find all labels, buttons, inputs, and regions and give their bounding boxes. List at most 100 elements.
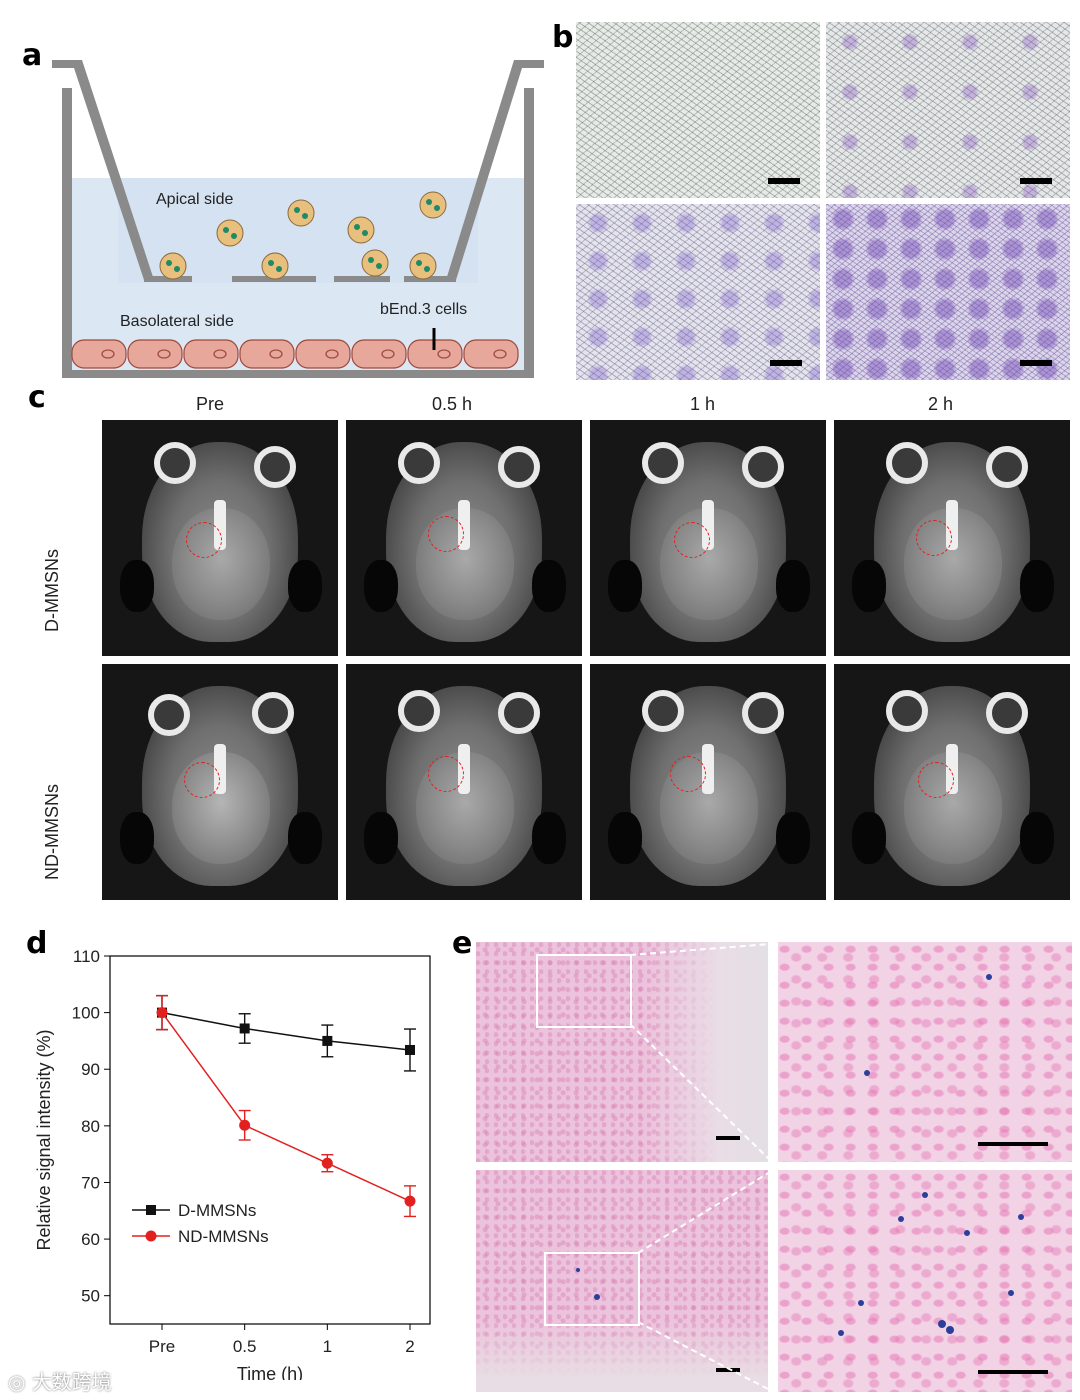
nanoparticle	[216, 219, 244, 247]
data-point	[321, 1157, 333, 1169]
tumor-roi-circle	[186, 522, 222, 558]
panel-label-e: e	[452, 926, 473, 961]
tumor-roi-circle	[674, 522, 710, 558]
nanoparticle	[361, 249, 389, 277]
nanoparticle	[159, 252, 187, 280]
panel-label-c: c	[28, 380, 46, 415]
scale-bar	[1020, 178, 1052, 184]
scale-bar	[768, 178, 800, 184]
micrograph-b1	[576, 22, 820, 198]
mri-d-mmsns-1h	[590, 420, 826, 656]
x-tick-label: 0.5	[233, 1337, 257, 1356]
data-point	[322, 1035, 333, 1046]
data-point	[239, 1023, 250, 1034]
histology-d-zoom	[778, 942, 1072, 1162]
tumor-roi-circle	[916, 520, 952, 556]
mri-d-mmsns-0-5h	[346, 420, 582, 656]
micrograph-b2	[826, 22, 1070, 198]
mri-d-mmsns-pre	[102, 420, 338, 656]
endothelial-cell	[127, 339, 183, 369]
mri-nd-mmsns-1h	[590, 664, 826, 900]
y-tick-label: 90	[81, 1060, 100, 1079]
tumor-roi-circle	[184, 762, 220, 798]
y-axis-label: Relative signal intensity (%)	[34, 1029, 54, 1250]
insert-wall-right	[446, 60, 544, 280]
y-tick-label: 110	[73, 947, 100, 966]
tumor-roi-circle	[428, 516, 464, 552]
panel-label-a: a	[22, 38, 43, 73]
panel-label-d: d	[26, 926, 48, 961]
legend-label: D-MMSNs	[178, 1201, 256, 1220]
watermark: ◎ 大数跨境	[8, 1366, 112, 1395]
apical-side-label: Apical side	[156, 191, 233, 208]
y-tick-label: 100	[72, 1004, 100, 1023]
histology-nd-zoom	[778, 1170, 1072, 1392]
y-tick-label: 70	[81, 1173, 100, 1192]
zoom-box	[544, 1252, 640, 1326]
data-point	[404, 1195, 416, 1207]
y-tick-label: 60	[81, 1230, 100, 1249]
bend3-cells-label: bEnd.3 cells	[380, 301, 467, 318]
insert-wall-left	[52, 60, 154, 280]
outer-wall-bottom	[62, 370, 534, 378]
endothelial-cell	[295, 339, 351, 369]
endothelial-cell	[463, 339, 519, 369]
endothelial-cell	[239, 339, 295, 369]
watermark-logo-icon: ◎	[8, 1370, 32, 1394]
plot-frame	[109, 955, 431, 1325]
outer-wall-left	[62, 88, 72, 373]
mri-d-mmsns-2h	[834, 420, 1070, 656]
data-point	[239, 1119, 251, 1131]
histology-d-overview	[476, 942, 768, 1162]
nanoparticle	[287, 199, 315, 227]
column-header-2h: 2 h	[928, 394, 954, 414]
nanoparticle	[261, 252, 289, 280]
mri-nd-mmsns-2h	[834, 664, 1070, 900]
membrane-seg	[334, 276, 390, 282]
signal-intensity-chart: 50 60 70 80 90 100 110 Pre 0.5 1 2 Time (h) Relative…	[34, 947, 431, 1380]
panel-label-b: b	[552, 20, 574, 55]
legend-marker	[146, 1205, 156, 1215]
watermark-text: 大数跨境	[31, 1370, 112, 1394]
x-axis-label: Time (h)	[237, 1364, 303, 1380]
x-tick-label: 1	[323, 1337, 332, 1356]
mri-nd-mmsns-pre	[102, 664, 338, 900]
data-point	[156, 1007, 168, 1019]
tumor-roi-circle	[428, 756, 464, 792]
micrograph-b4	[826, 204, 1070, 380]
scale-bar	[1020, 360, 1052, 366]
x-tick-label: 2	[405, 1337, 414, 1356]
column-header-pre: Pre	[196, 394, 225, 414]
series-line-0	[161, 1011, 411, 1051]
membrane-seg	[404, 276, 456, 282]
x-tick-label: Pre	[149, 1337, 175, 1356]
scale-bar	[978, 1370, 1048, 1374]
zoom-box	[536, 954, 632, 1028]
basolateral-side-label: Basolateral side	[120, 313, 234, 330]
endothelial-cell	[183, 339, 239, 369]
membrane-seg	[144, 276, 192, 282]
endothelial-cell	[351, 339, 407, 369]
data-point	[405, 1044, 415, 1055]
scale-bar	[770, 360, 802, 366]
nanoparticle	[419, 191, 447, 219]
transwell-diagram: Apical side Basolateral side bEnd.3 cell…	[52, 60, 544, 378]
nanoparticle	[347, 216, 375, 244]
series-line-1	[161, 1012, 411, 1202]
nanoparticle	[409, 252, 437, 280]
y-tick-label: 50	[81, 1287, 100, 1306]
scale-bar	[978, 1142, 1048, 1146]
legend-marker	[145, 1230, 157, 1242]
histology-nd-overview	[476, 1170, 768, 1392]
tumor-roi-circle	[918, 762, 954, 798]
scale-bar	[716, 1136, 740, 1140]
y-tick-label: 80	[81, 1117, 100, 1136]
tumor-roi-circle	[670, 756, 706, 792]
endothelial-cell	[71, 339, 127, 369]
legend-label: ND-MMSNs	[178, 1227, 269, 1246]
scale-bar	[716, 1368, 740, 1372]
mri-nd-mmsns-0-5h	[346, 664, 582, 900]
outer-wall-right	[524, 88, 534, 373]
column-header-0-5h: 0.5 h	[432, 394, 473, 414]
